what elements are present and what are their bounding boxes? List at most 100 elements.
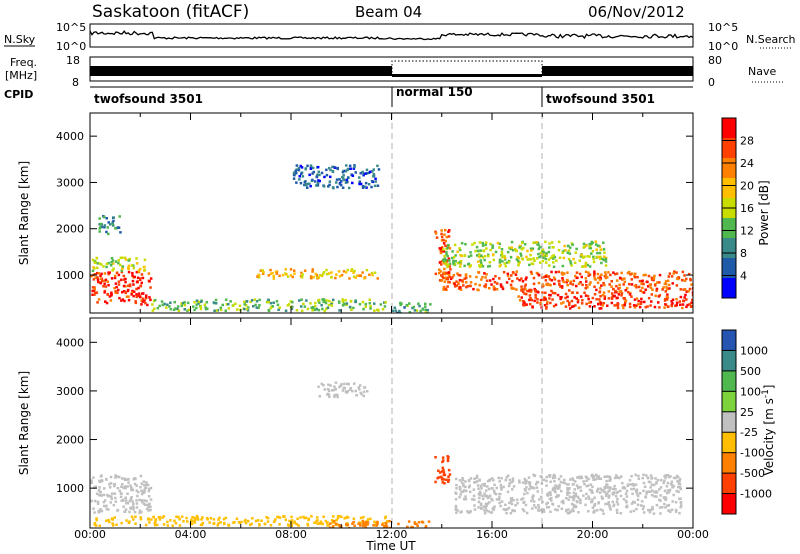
power-cell (490, 283, 493, 286)
velocity-cell (481, 483, 484, 486)
power-cell (483, 285, 486, 288)
power-cell (598, 290, 602, 293)
power-cell (549, 294, 552, 297)
power-cell (601, 257, 604, 261)
power-cell (438, 271, 441, 275)
power-cell (678, 300, 682, 303)
power-cell (658, 306, 661, 309)
velocity-cell (632, 482, 635, 486)
power-cell (456, 261, 460, 265)
power-cell (501, 255, 504, 259)
velocity-cell (416, 524, 419, 528)
velocity-cell (478, 478, 481, 481)
power-cell (99, 281, 103, 285)
velocity-cell (511, 477, 515, 480)
power-cell (130, 264, 134, 267)
power-cell (114, 282, 118, 285)
power-cell (454, 259, 457, 263)
velocity-cell (548, 474, 552, 477)
power-cell (616, 306, 620, 310)
power-cell (690, 304, 693, 308)
power-cell (442, 288, 445, 291)
velocity-cell (93, 499, 97, 503)
power-cell (542, 298, 545, 302)
power-cell (345, 303, 348, 307)
power-cell (458, 278, 462, 282)
velocity-cell (486, 485, 489, 488)
power-cell (675, 301, 679, 304)
power-cell (448, 262, 452, 265)
velocity-colorbar-label-superscript: -1 (761, 389, 771, 398)
velocity-cell (629, 483, 633, 486)
power-cell (644, 288, 647, 291)
power-cell (478, 255, 481, 259)
power-cell (340, 180, 343, 183)
power-cell (576, 291, 579, 294)
power-cell (92, 278, 96, 281)
velocity-cell (269, 524, 273, 527)
power-cell (569, 260, 572, 263)
power-cell (549, 283, 552, 287)
velocity-cell (105, 477, 108, 481)
velocity-cell (364, 526, 368, 528)
power-cell (258, 298, 261, 302)
power-cell (447, 263, 450, 267)
power-cell (137, 286, 140, 290)
power-cell (683, 288, 687, 291)
power-cell (319, 274, 322, 277)
power-cell (447, 230, 450, 233)
power-cell (151, 303, 154, 306)
velocity-cell (632, 509, 636, 513)
power-cell (234, 302, 237, 306)
power-cell (481, 265, 485, 268)
power-cell (584, 294, 588, 297)
velocity-cell (636, 498, 640, 501)
power-cell (523, 243, 527, 246)
power-cell (542, 256, 545, 259)
velocity-cell (473, 508, 477, 511)
velocity-cell (128, 499, 131, 503)
power-cell (303, 183, 306, 187)
power-cell (529, 297, 532, 300)
velocity-cell (635, 491, 639, 494)
power-cell (543, 275, 546, 279)
power-cell (483, 272, 486, 275)
power-cell (580, 275, 583, 279)
power-cell (635, 297, 639, 300)
velocity-cell (299, 516, 302, 519)
velocity-cell (560, 500, 563, 504)
power-cell (629, 273, 632, 276)
velocity-cell (492, 508, 496, 511)
velocity-cell (658, 506, 662, 509)
power-cell (604, 273, 608, 277)
power-cell (551, 255, 554, 258)
power-cell (547, 275, 551, 278)
velocity-cell (441, 456, 445, 459)
velocity-cell (142, 480, 146, 483)
velocity-cell (518, 479, 521, 482)
velocity-cell (676, 475, 680, 479)
power-cell (524, 278, 527, 281)
velocity-cell (636, 494, 640, 498)
power-cell (329, 175, 332, 179)
velocity-cell (105, 507, 109, 511)
velocity-cell (359, 384, 362, 387)
power-cell (539, 251, 543, 255)
power-cell (140, 273, 144, 276)
power-cell (91, 269, 95, 273)
power-cell (139, 295, 142, 299)
power-cell (443, 280, 446, 283)
power-cell (440, 260, 444, 263)
velocity-cell (506, 474, 510, 477)
velocity-cell (129, 484, 132, 487)
velocity-cell (464, 480, 467, 483)
velocity-cell (655, 482, 658, 485)
power-cell (143, 265, 146, 269)
power-cell (650, 276, 654, 280)
power-cell (107, 232, 110, 236)
power-cell (566, 295, 569, 299)
power-cell (664, 297, 667, 301)
power-cell (140, 281, 143, 285)
power-cell (255, 306, 258, 309)
